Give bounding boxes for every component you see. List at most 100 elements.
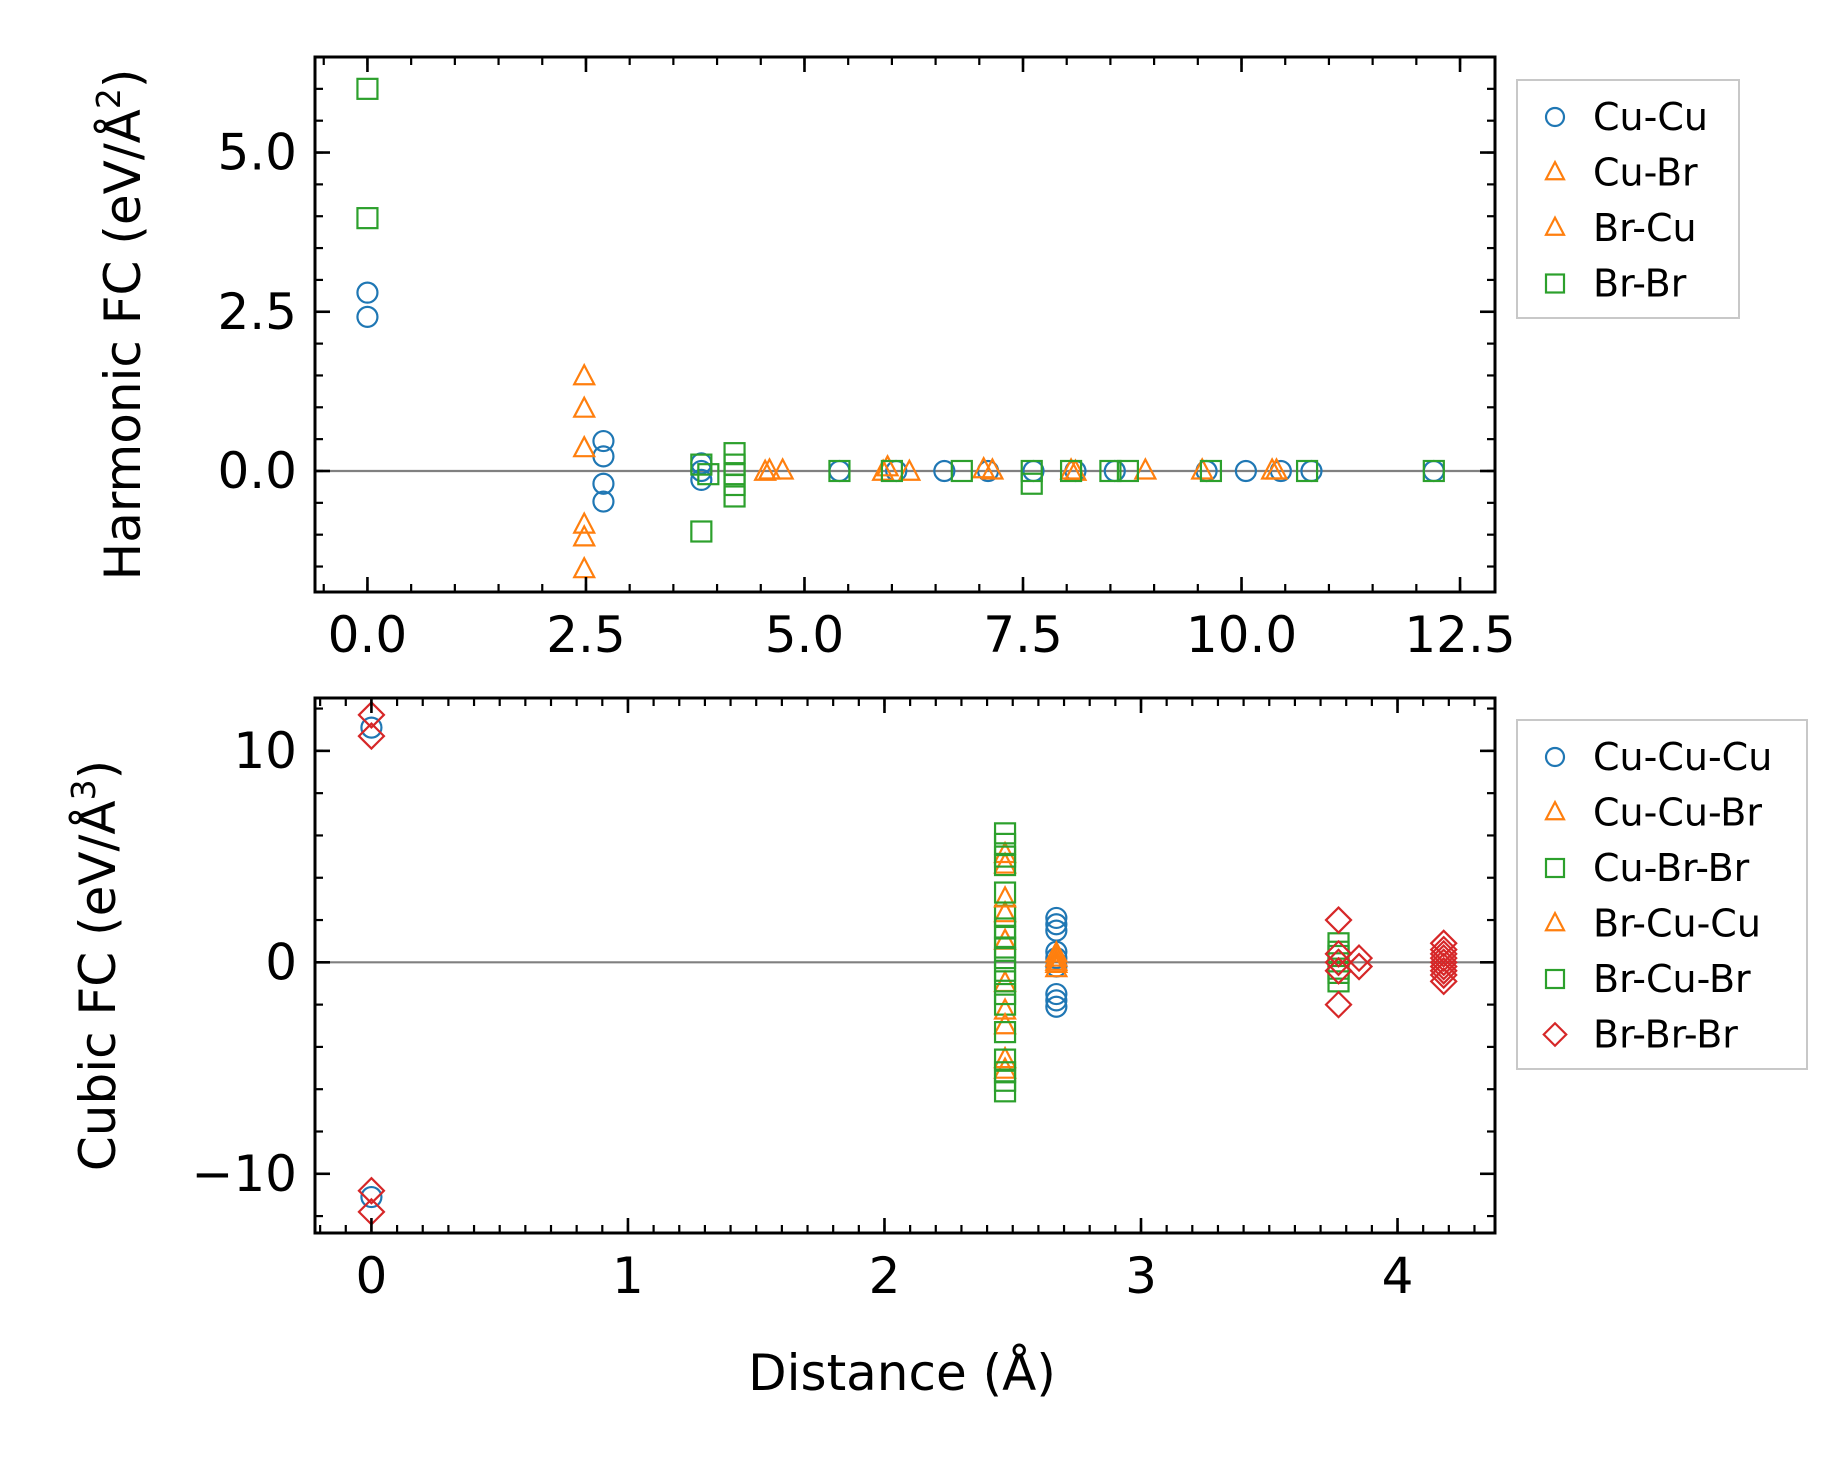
data-point-br-br <box>723 485 746 508</box>
data-point-br-br <box>697 463 720 486</box>
data-point-br-br <box>1422 459 1445 483</box>
data-point-br-br <box>1199 459 1223 483</box>
data-point-cu-br <box>572 511 597 534</box>
y-axis-label-main: Cubic FC (eV/Å <box>69 800 127 1171</box>
legend-marker-cu-cu-br <box>1544 799 1566 821</box>
data-point-cu-br <box>572 395 597 418</box>
y-tick-label: −10 <box>191 1145 297 1203</box>
legend-label: Cu-Cu-Cu <box>1593 735 1772 779</box>
x-tick-label: 0.0 <box>328 606 408 664</box>
y-axis-label-superscript: 2 <box>89 88 128 109</box>
data-point-br-cu-cu <box>1044 944 1069 967</box>
data-point-cu-br <box>572 555 597 579</box>
y-axis-label-close: ) <box>94 69 152 89</box>
data-point-br-br-br <box>1324 939 1353 968</box>
legend-label: Br-Br <box>1593 262 1687 306</box>
y-axis-label: Cubic FC (eV/Å3) <box>64 760 127 1171</box>
y-axis-label: Harmonic FC (eV/Å2) <box>89 69 152 581</box>
legend-marker-cu-br <box>1544 159 1566 181</box>
data-point-cu-cu <box>933 459 956 483</box>
x-tick-label: 10.0 <box>1186 606 1297 664</box>
data-point-br-br <box>1020 459 1043 483</box>
data-point-br-cu-br <box>993 881 1017 904</box>
data-point-cu-cu-cu <box>1045 989 1068 1012</box>
tick-marks <box>315 698 1495 1233</box>
data-point-cu-br <box>897 458 922 481</box>
legend-label: Cu-Br <box>1593 151 1698 195</box>
data-point-cu-cu-cu <box>360 1185 383 1209</box>
data-point-br-cu-cu <box>993 885 1017 908</box>
legend-label: Br-Cu-Cu <box>1593 902 1761 946</box>
legend-marker-br-br-br <box>1542 1021 1568 1048</box>
data-point-br-cu-br <box>993 1021 1017 1044</box>
data-point-br-cu <box>757 457 782 480</box>
y-tick-label: 5.0 <box>217 124 297 182</box>
data-point-br-br-br <box>1324 990 1353 1019</box>
data-point-cu-cu <box>592 429 615 453</box>
data-point-cu-cu-cu <box>1045 906 1068 930</box>
data-point-cu-br-br <box>993 1080 1017 1103</box>
data-point-cu-cu-cu <box>1045 995 1068 1018</box>
data-point-cu-cu <box>1234 459 1257 483</box>
data-point-cu-cu-br <box>1044 940 1069 963</box>
data-point-br-br-br <box>1429 952 1458 981</box>
data-point-br-br-br <box>357 700 386 729</box>
legend-marker-cu-cu <box>1544 106 1566 128</box>
data-point-br-br-br <box>357 722 386 751</box>
data-point-br-cu <box>871 458 895 481</box>
legend-label: Cu-Cu-Br <box>1593 791 1762 835</box>
x-tick-label: 1 <box>612 1247 644 1305</box>
harmonic-fc-panel: 0.0 2.5 5.0 7.5 10.0 12.5 0.0 2.5 5.0 Harmonic FC… <box>89 55 1740 664</box>
data-point-br-br <box>1059 459 1083 483</box>
data-point-cu-cu-br <box>993 1056 1017 1079</box>
data-point-br-br <box>1116 459 1139 483</box>
legend-marker-cu-cu-cu <box>1544 746 1566 768</box>
x-tick-label: 7.5 <box>983 606 1063 664</box>
y-tick-label: 10 <box>233 722 297 780</box>
data-point-br-br-br <box>1429 939 1458 968</box>
data-point-br-br-br <box>1344 944 1374 973</box>
legend-marker-br-br <box>1544 273 1566 294</box>
data-point-br-br-br <box>1429 948 1458 977</box>
data-point-br-br <box>1020 472 1043 495</box>
data-point-cu-cu-br <box>993 1045 1017 1069</box>
legend-label: Br-Cu <box>1593 206 1697 250</box>
data-point-cu-cu <box>592 490 615 513</box>
data-point-br-br <box>880 459 903 483</box>
legend: Cu-Cu Cu-Br Br-Cu Br-Br <box>1516 79 1740 319</box>
data-point-br-br <box>950 459 973 483</box>
data-point-br-br-br <box>1429 960 1458 990</box>
x-axis-label: Distance (Å) <box>748 1344 1056 1402</box>
data-point-br-cu-cu <box>993 1011 1017 1035</box>
data-point-cu-br <box>753 458 777 481</box>
data-point-cu-br <box>1059 457 1083 480</box>
data-point-br-br <box>356 77 379 100</box>
data-point-cu-br <box>980 457 1005 480</box>
data-point-br-br-br <box>1429 944 1458 973</box>
data-point-cu-br <box>1190 457 1215 480</box>
tick-marks <box>315 55 1495 592</box>
y-tick-label: 0 <box>265 933 297 991</box>
data-point-br-cu-cu <box>1044 950 1069 974</box>
legend-box <box>1516 79 1740 319</box>
legend-box <box>1516 719 1808 1070</box>
data-point-cu-br <box>770 457 795 480</box>
data-point-br-br <box>723 473 746 497</box>
x-tick-label: 5.0 <box>765 606 845 664</box>
y-tick-label: 0.0 <box>217 442 297 500</box>
data-point-br-br <box>1099 459 1122 483</box>
data-point-cu-br <box>572 524 597 547</box>
data-point-cu-cu-br <box>993 840 1017 864</box>
data-point-br-br-br <box>1324 905 1353 935</box>
legend-label: Br-Br-Br <box>1593 1013 1738 1057</box>
data-point-br-br <box>690 520 713 543</box>
legend-label: Cu-Cu <box>1593 95 1708 139</box>
data-point-cu-br-br <box>993 970 1017 993</box>
data-point-br-br <box>1295 459 1319 483</box>
x-tick-label: 0 <box>356 1247 388 1305</box>
x-tick-label: 12.5 <box>1404 606 1515 664</box>
data-point-br-br <box>356 207 379 230</box>
plot-frame <box>313 696 1497 1235</box>
data-point-br-br-br <box>357 1176 386 1205</box>
